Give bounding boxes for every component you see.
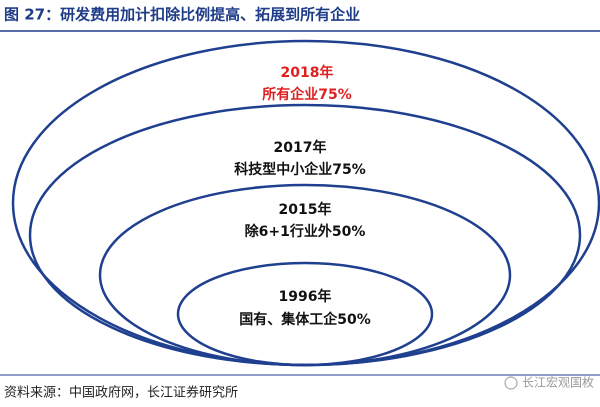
watermark-icon — [504, 376, 518, 390]
node-label: 所有企业75% — [262, 86, 352, 103]
node-year: 2017年 — [274, 139, 327, 156]
watermark: 长江宏观国枚 — [522, 375, 594, 390]
ellipse-1996 — [176, 261, 434, 367]
source: 资料来源：中国政府网，长江证券研究所 — [4, 385, 238, 401]
node-year: 2018年 — [281, 64, 334, 81]
node-label: 国有、集体工企50% — [239, 311, 371, 328]
node-label: 除6+1行业外50% — [245, 223, 366, 240]
node-label: 科技型中小企业75% — [234, 161, 366, 178]
node-year: 1996年 — [279, 288, 332, 305]
node-year: 2015年 — [279, 201, 332, 218]
title: 图 27：研发费用加计扣除比例提高、拓展到所有企业 — [4, 6, 360, 24]
